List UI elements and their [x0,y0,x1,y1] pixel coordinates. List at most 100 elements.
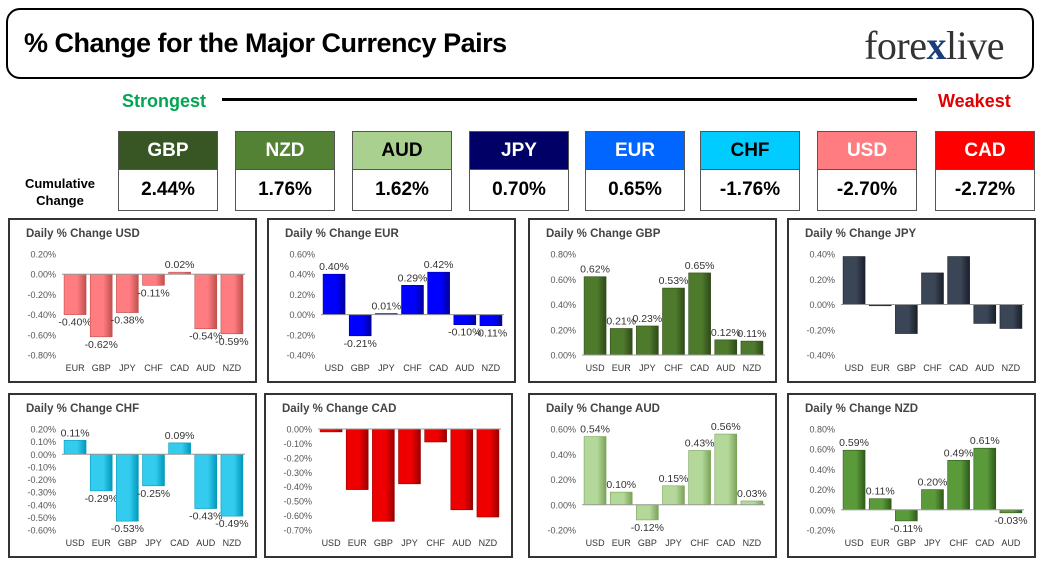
currency-box-aud: AUD 1.62% [352,131,452,211]
x-tick-label: JPY [401,538,418,548]
data-label: 0.40% [319,261,349,273]
data-label: -0.38% [111,315,144,327]
y-tick-label: 0.00% [809,505,835,515]
bar-chf [688,450,711,506]
chart-title: Daily % Change USD [26,228,140,240]
cumulative-value: 1.62% [353,170,451,210]
data-label: -0.59% [215,336,248,348]
bar-chart: Daily % Change USD 0.20% 0.00% -0.20% -0.40%… [26,228,249,373]
x-tick-label: EUR [66,363,86,373]
x-tick-label: JPY [378,363,395,373]
data-label: -0.21% [344,338,377,350]
x-tick-label: CHF [690,538,709,548]
x-tick-label: GBP [118,538,137,548]
currency-code: EUR [586,132,684,170]
cumulative-value: 2.44% [119,170,217,210]
bar-nzd [220,453,244,517]
bar-usd [583,276,607,356]
y-tick-label: -0.40% [27,500,56,510]
x-tick-label: CHF [426,538,445,548]
x-tick-label: CHF [949,538,968,548]
bar-jpy [636,325,659,356]
currency-box-chf: CHF -1.76% [700,131,800,211]
bar-jpy [398,428,421,485]
x-tick-label: EUR [612,538,632,548]
chart-panel-chf: Daily % Change CHF 0.20% 0.10% 0.00% -0.10% -… [8,393,257,558]
currency-code: NZD [236,132,334,170]
x-tick-label: EUR [348,538,368,548]
chart-panel-jpy: Daily % Change JPY 0.40% 0.20% 0.00% -0.20% -… [787,218,1036,383]
bar-chf [921,272,944,305]
data-label: 0.10% [606,479,636,491]
y-tick-label: 0.20% [30,250,56,260]
y-tick-label: -0.10% [27,462,56,472]
data-label: -0.10% [448,327,481,339]
bar-gbp [89,273,113,338]
strongest-label: Strongest [122,91,207,111]
y-tick-label: -0.40% [806,351,835,361]
x-tick-label: AUD [716,363,736,373]
chart-panel-eur: Daily % Change EUR 0.60% 0.40% 0.20% 0.00% -0… [267,218,516,383]
data-label: -0.53% [111,523,144,535]
bar-chf [424,428,447,443]
y-tick-label: 0.60% [550,425,576,435]
y-tick-label: 0.80% [809,425,835,435]
y-tick-label: -0.80% [27,351,56,361]
x-tick-label: USD [586,538,606,548]
chart-title: Daily % Change CAD [282,403,396,415]
data-label: 0.15% [659,473,689,485]
chart-title: Daily % Change EUR [285,228,399,240]
bar-usd [842,256,866,305]
y-tick-label: -0.20% [806,325,835,335]
data-label: 0.11% [61,427,90,439]
data-label: 0.11% [737,328,766,340]
y-tick-label: -0.20% [27,475,56,485]
bar-jpy [662,485,685,506]
bar-aud [194,453,218,509]
bar-chart: Daily % Change CAD 0.00% -0.10% -0.20% -0.30… [282,403,501,548]
y-tick-label: -0.50% [27,513,56,523]
bar-cad [168,442,191,455]
chart-title: Daily % Change AUD [546,403,660,415]
x-tick-label: GBP [897,538,916,548]
y-tick-label: 0.60% [289,250,315,260]
x-tick-label: AUD [452,538,472,548]
data-label: 0.62% [580,264,610,276]
x-tick-label: JPY [665,538,682,548]
x-tick-label: CHF [144,363,163,373]
x-tick-label: USD [322,538,342,548]
bar-chart: Daily % Change CHF 0.20% 0.10% 0.00% -0.10% -… [26,403,249,548]
bar-aud [450,428,474,511]
x-tick-label: EUR [612,363,632,373]
currency-box-nzd: NZD 1.76% [235,131,335,211]
x-tick-label: NZD [743,363,762,373]
bar-eur [345,428,369,490]
data-label: -0.43% [189,511,222,523]
x-tick-label: CAD [716,538,736,548]
y-tick-label: -0.20% [806,526,835,536]
data-label: 0.23% [632,313,662,325]
currency-box-gbp: GBP 2.44% [118,131,218,211]
chart-panel-aud: Daily % Change AUD 0.60% 0.40% 0.20% 0.00% -0… [528,393,777,558]
y-tick-label: 0.20% [550,325,576,335]
data-label: 0.42% [424,259,454,271]
x-tick-label: CAD [690,363,710,373]
x-tick-label: USD [66,538,86,548]
bar-gbp [116,453,139,522]
y-tick-label: -0.40% [27,310,56,320]
cumulative-value: 0.65% [586,170,684,210]
y-tick-label: 0.00% [550,351,576,361]
y-tick-label: -0.30% [283,468,312,478]
page-title: % Change for the Major Currency Pairs [24,28,507,58]
y-tick-label: -0.20% [286,330,315,340]
y-tick-label: -0.40% [286,351,315,361]
x-tick-label: USD [325,363,345,373]
data-label: 0.02% [165,259,195,271]
y-tick-label: 0.20% [809,275,835,285]
y-tick-label: 0.00% [809,300,835,310]
cumulative-value: -2.70% [818,170,916,210]
forexlive-logo: forexlive [864,22,1004,69]
data-label: 0.61% [970,435,1000,447]
x-tick-label: AUD [196,363,216,373]
data-label: -0.11% [137,287,170,299]
